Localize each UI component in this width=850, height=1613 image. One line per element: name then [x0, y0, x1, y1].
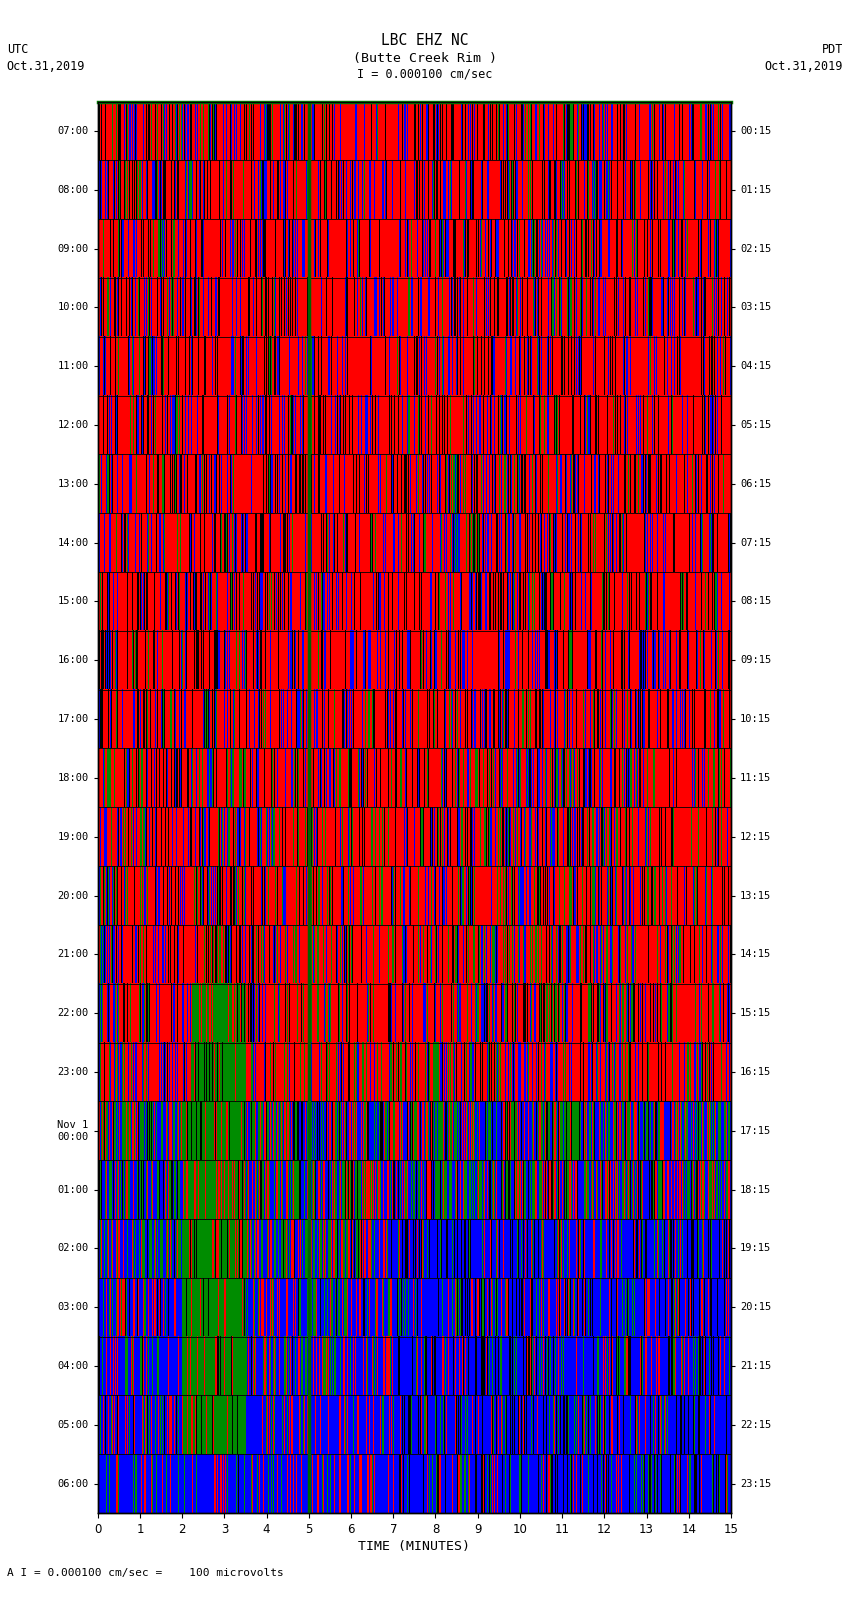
Text: A I = 0.000100 cm/sec =    100 microvolts: A I = 0.000100 cm/sec = 100 microvolts — [7, 1568, 284, 1578]
Text: Oct.31,2019: Oct.31,2019 — [765, 60, 843, 73]
Text: (Butte Creek Rim ): (Butte Creek Rim ) — [353, 52, 497, 65]
X-axis label: TIME (MINUTES): TIME (MINUTES) — [359, 1540, 470, 1553]
Text: PDT: PDT — [822, 44, 843, 56]
Text: LBC EHZ NC: LBC EHZ NC — [382, 34, 468, 48]
Text: I = 0.000100 cm/sec: I = 0.000100 cm/sec — [357, 68, 493, 81]
Text: UTC: UTC — [7, 44, 28, 56]
Text: Oct.31,2019: Oct.31,2019 — [7, 60, 85, 73]
